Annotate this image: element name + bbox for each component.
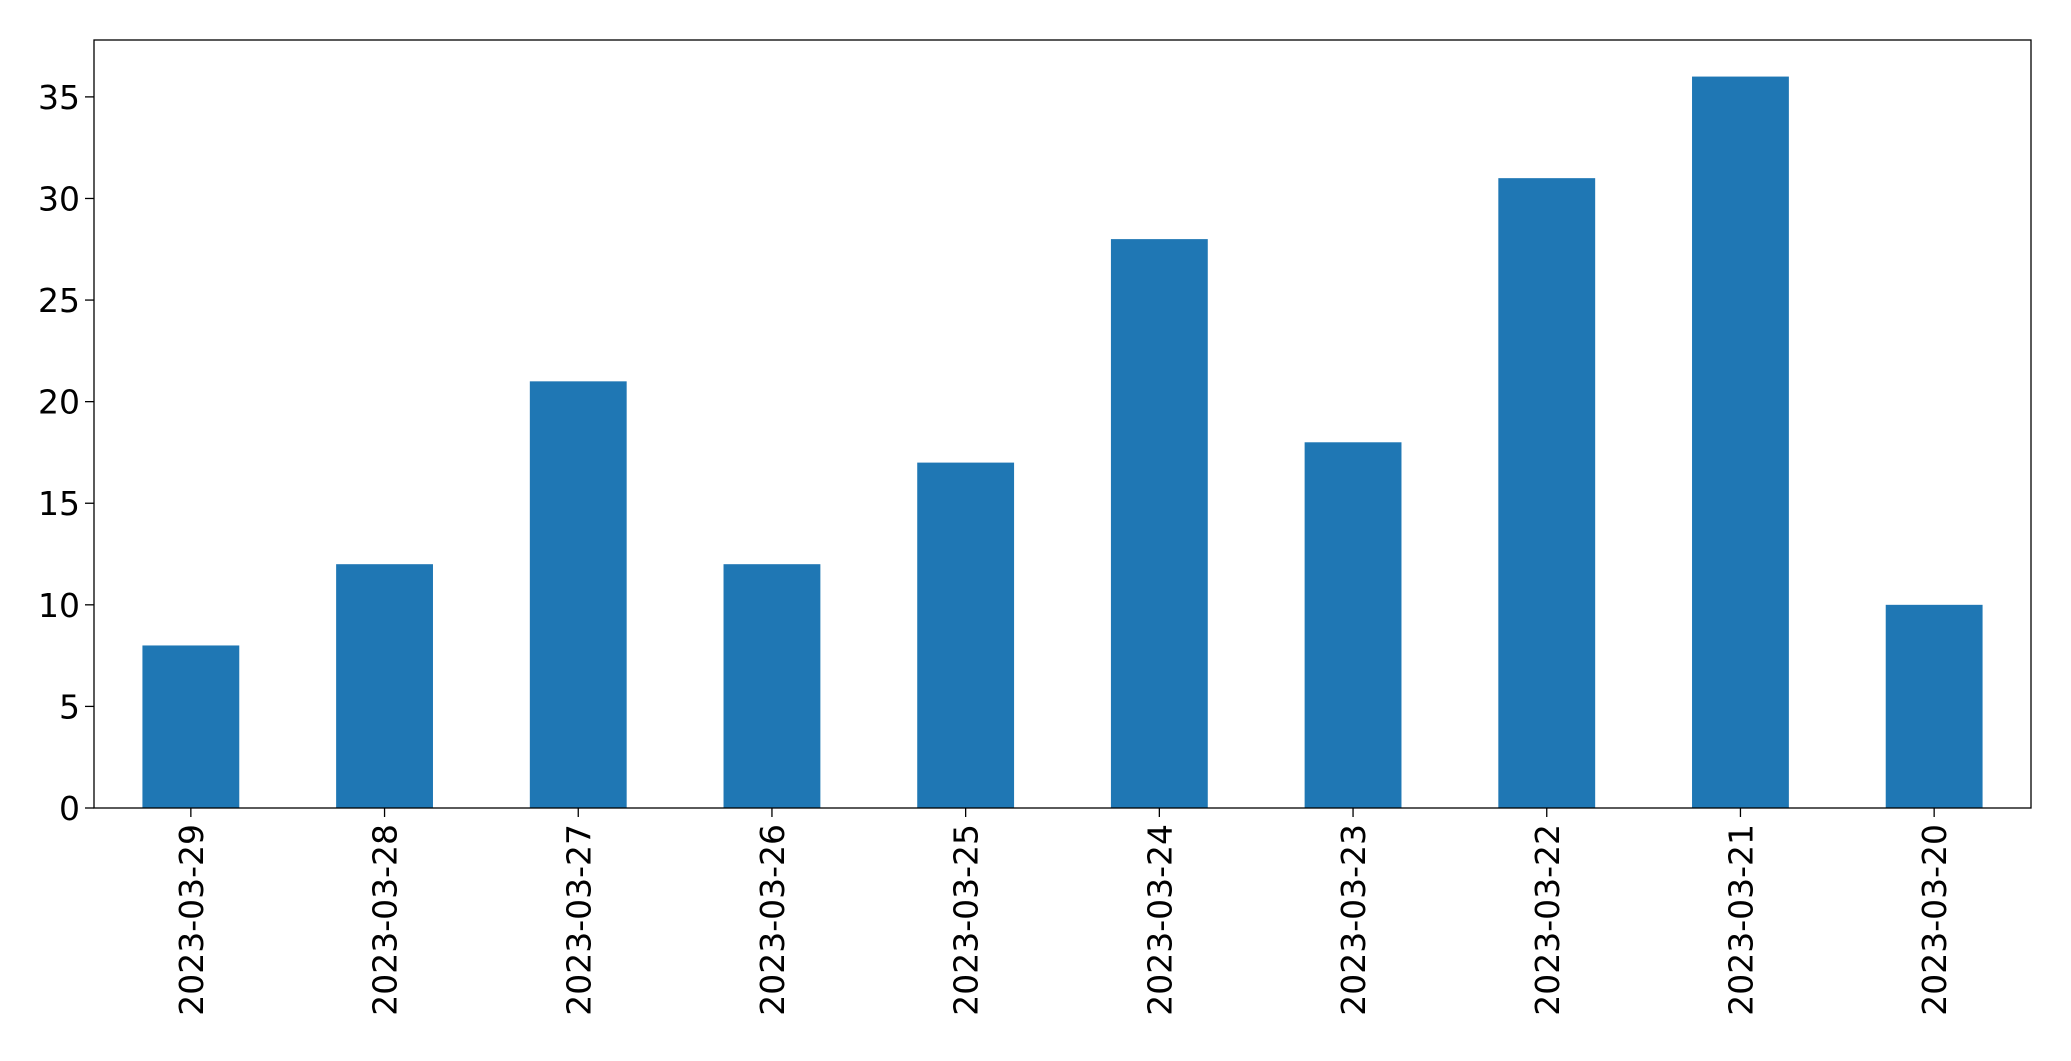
bar <box>1110 239 1208 809</box>
y-tick-label: 20 <box>38 383 80 422</box>
bar <box>336 564 433 808</box>
y-tick-label: 10 <box>38 586 80 625</box>
x-tick-label: 2023-03-29 <box>172 824 211 1016</box>
y-tick-label: 30 <box>38 179 80 218</box>
plot-frame <box>93 39 2032 809</box>
bar <box>1692 76 1789 809</box>
x-tick-label: 2023-03-20 <box>1915 824 1954 1016</box>
x-tick-label: 2023-03-24 <box>1140 824 1179 1016</box>
y-tick-label: 15 <box>38 484 80 523</box>
bar <box>529 381 627 808</box>
x-tick-label: 2023-03-25 <box>947 824 986 1016</box>
bar <box>1885 604 1983 808</box>
x-tick-label: 2023-03-27 <box>559 824 598 1016</box>
x-tick-label: 2023-03-26 <box>753 824 792 1016</box>
y-tick-label: 5 <box>59 687 80 726</box>
y-tick-label: 25 <box>38 281 80 320</box>
bar <box>917 462 1015 808</box>
y-tick-label: 35 <box>38 78 80 117</box>
x-tick-label: 2023-03-21 <box>1721 824 1760 1016</box>
x-tick-label: 2023-03-23 <box>1334 824 1373 1016</box>
y-tick-label: 0 <box>59 789 80 828</box>
bar <box>723 564 821 808</box>
x-tick-label: 2023-03-28 <box>366 824 405 1016</box>
bar <box>1498 178 1596 808</box>
bar <box>142 645 240 808</box>
bar <box>1304 442 1402 808</box>
x-tick-label: 2023-03-22 <box>1528 824 1567 1016</box>
